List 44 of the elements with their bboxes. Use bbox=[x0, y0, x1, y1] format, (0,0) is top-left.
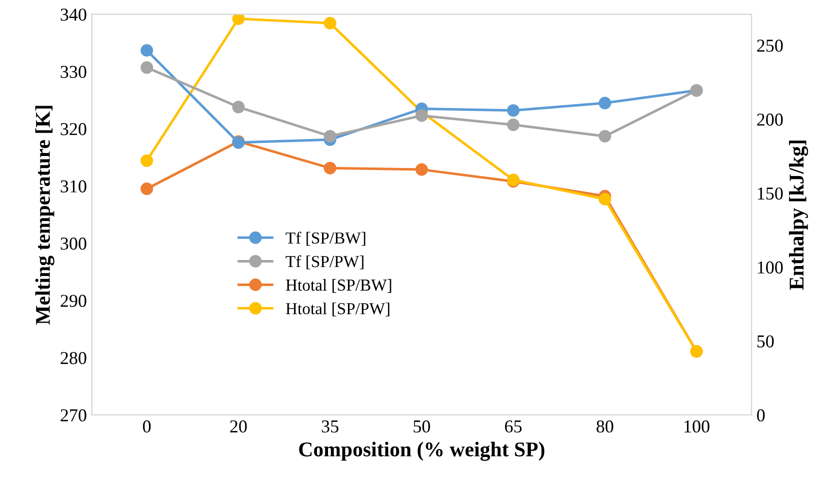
point bbox=[324, 16, 336, 30]
x-tick-label: 50 bbox=[414, 420, 430, 433]
y2-tick-label: 50 bbox=[757, 335, 774, 348]
x-tick-label: 20 bbox=[230, 420, 247, 433]
y-tick-label: 280 bbox=[60, 352, 86, 364]
point bbox=[507, 104, 520, 117]
legend-label: Tf [SP/BW] bbox=[286, 232, 366, 246]
point bbox=[598, 130, 612, 142]
y-tick-label: 270 bbox=[60, 409, 86, 422]
y2-tick-label: 0 bbox=[757, 409, 765, 422]
x-tick-label: 35 bbox=[322, 420, 338, 433]
point bbox=[415, 109, 428, 122]
y2-tick-label: 100 bbox=[758, 261, 783, 274]
legend-label: Htotal [SP/PW] bbox=[286, 302, 390, 316]
point bbox=[598, 192, 612, 206]
y-axis-title: Melting temperature [K] bbox=[35, 106, 54, 325]
y-tick-label: 310 bbox=[60, 180, 86, 192]
point bbox=[140, 154, 154, 167]
y2-axis-title: Enthalpy [kJ/kg] bbox=[789, 140, 808, 290]
x-tick-label: 100 bbox=[684, 420, 710, 433]
y-tick-label: 340 bbox=[60, 8, 86, 21]
y-tick-label: 330 bbox=[60, 66, 86, 78]
legend-label: Tf [SP/PW] bbox=[286, 255, 364, 270]
point bbox=[232, 100, 245, 114]
y2-tick-label: 200 bbox=[757, 114, 783, 126]
point bbox=[140, 44, 154, 57]
point bbox=[324, 162, 336, 174]
point bbox=[415, 163, 428, 176]
point bbox=[598, 96, 612, 110]
point bbox=[507, 118, 520, 132]
point bbox=[232, 14, 245, 25]
x-tick-label: 0 bbox=[142, 420, 151, 433]
y2-tick-label: 250 bbox=[757, 40, 783, 52]
y-tick-label: 320 bbox=[60, 123, 86, 136]
y2-tick-label: 150 bbox=[758, 187, 783, 200]
point bbox=[140, 61, 154, 74]
point bbox=[324, 130, 336, 142]
x-tick-label: 65 bbox=[505, 420, 522, 433]
point bbox=[140, 182, 154, 196]
y-tick-label: 300 bbox=[60, 238, 86, 250]
x-tick-label: 80 bbox=[596, 420, 614, 433]
x-axis-title: Composition (% weight SP) bbox=[299, 442, 544, 461]
legend-label: Htotal [SP/BW] bbox=[286, 279, 392, 293]
y-tick-label: 290 bbox=[60, 294, 86, 307]
